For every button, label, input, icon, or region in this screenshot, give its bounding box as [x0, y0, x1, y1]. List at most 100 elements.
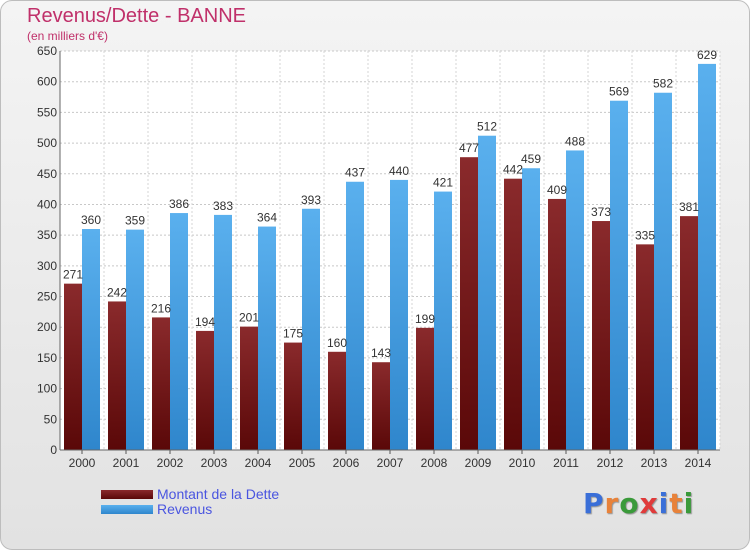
x-tick-label: 2012: [597, 456, 624, 470]
data-label-debt: 373: [591, 205, 611, 219]
data-label-debt: 143: [371, 346, 391, 360]
x-tick-label: 2002: [157, 456, 184, 470]
bar-debt: [636, 244, 654, 450]
bar-debt: [108, 301, 126, 450]
bar-debt: [460, 157, 478, 451]
value-labels: 271 360 242 359 216 386 194 383 201 364 175 393 160 4…: [63, 48, 717, 360]
data-label-revenue: 459: [521, 152, 541, 166]
x-tick-label: 2004: [245, 456, 272, 470]
bar-revenue: [566, 150, 584, 451]
bar-revenue: [654, 92, 672, 450]
data-label-debt: 194: [195, 315, 215, 329]
data-label-debt: 242: [107, 285, 127, 299]
bar-debt: [152, 317, 170, 450]
bar-revenue: [346, 181, 364, 450]
y-tick-label: 250: [37, 290, 57, 304]
bar-debt: [328, 351, 346, 450]
proxiti-logo: Proxiti: [583, 487, 694, 520]
bar-debt: [680, 216, 698, 450]
bar-revenue: [258, 226, 276, 450]
brand-letter: x: [639, 487, 659, 520]
x-tick-label: 2014: [685, 456, 712, 470]
data-label-debt: 216: [151, 301, 171, 315]
bar-debt: [372, 362, 390, 450]
data-label-debt: 477: [459, 141, 479, 155]
data-label-debt: 335: [635, 228, 655, 242]
bar-revenue: [390, 179, 408, 450]
legend-label-revenue: Revenus: [157, 501, 213, 517]
y-tick-label: 0: [50, 443, 57, 457]
data-label-revenue: 393: [301, 193, 321, 207]
bar-revenue: [434, 191, 452, 450]
x-tick-label: 2010: [509, 456, 536, 470]
bar-revenue: [170, 213, 188, 450]
y-tick-label: 550: [37, 105, 57, 119]
data-label-debt: 409: [547, 183, 567, 197]
x-tick-label: 2000: [69, 456, 96, 470]
brand-letter: i: [683, 487, 695, 520]
bar-revenue: [126, 229, 144, 450]
legend-label-debt: Montant de la Dette: [157, 486, 280, 502]
bar-revenue: [522, 168, 540, 450]
data-label-debt: 199: [415, 312, 435, 326]
y-tick-label: 400: [37, 197, 57, 211]
data-label-debt: 381: [679, 200, 699, 214]
bar-debt: [504, 178, 522, 450]
y-tick-label: 50: [44, 412, 58, 426]
x-tick-label: 2011: [553, 456, 579, 470]
brand-letter: r: [604, 487, 620, 520]
data-label-debt: 201: [239, 311, 259, 325]
y-tick-label: 200: [37, 320, 57, 334]
bar-revenue: [478, 135, 496, 451]
bar-revenue: [610, 100, 628, 451]
x-tick-label: 2003: [201, 456, 228, 470]
y-tick-label: 450: [37, 167, 57, 181]
data-label-revenue: 360: [81, 213, 101, 227]
data-label-revenue: 488: [565, 134, 585, 148]
data-label-revenue: 383: [213, 199, 233, 213]
y-tick-label: 100: [37, 382, 57, 396]
y-tick-label: 650: [37, 44, 57, 58]
bar-debt: [548, 198, 566, 450]
bar-debt: [416, 327, 434, 450]
bar-debt: [240, 326, 258, 450]
data-label-revenue: 364: [257, 211, 277, 225]
brand-letter: t: [669, 487, 684, 520]
bar-debt: [592, 221, 610, 450]
bars: [64, 63, 716, 451]
x-tick-label: 2007: [377, 456, 404, 470]
data-label-revenue: 359: [125, 214, 145, 228]
y-tick-label: 300: [37, 259, 57, 273]
y-tick-label: 500: [37, 136, 57, 150]
y-tick-label: 350: [37, 228, 57, 242]
x-tick-label: 2008: [421, 456, 448, 470]
data-label-revenue: 386: [169, 197, 189, 211]
data-label-revenue: 629: [697, 48, 717, 62]
bar-debt: [196, 330, 214, 450]
y-tick-label: 600: [37, 75, 57, 89]
data-label-revenue: 569: [609, 85, 629, 99]
bar-revenue: [214, 214, 232, 450]
legend-swatch-revenue: [101, 505, 153, 514]
x-tick-label: 2005: [289, 456, 316, 470]
data-label-debt: 175: [283, 327, 303, 341]
x-tick-label: 2009: [465, 456, 492, 470]
data-label-revenue: 437: [345, 166, 365, 180]
axes: 0 50 100 150 200 250 300 350 400 450 500 550 600 650 2…: [37, 44, 720, 470]
data-label-revenue: 440: [389, 164, 409, 178]
data-label-revenue: 582: [653, 77, 673, 91]
chart-title: Revenus/Dette - BANNE: [27, 5, 246, 27]
brand-letter: i: [658, 487, 670, 520]
bar-revenue: [302, 208, 320, 450]
bar-debt: [284, 342, 302, 450]
brand-letter: o: [619, 487, 640, 520]
legend-swatch-debt: [101, 490, 153, 499]
brand-letter: P: [583, 487, 605, 520]
data-label-debt: 442: [503, 163, 523, 177]
bar-revenue: [82, 229, 100, 450]
bar-debt: [64, 283, 82, 450]
bar-revenue: [698, 63, 716, 450]
data-label-revenue: 421: [433, 176, 453, 190]
